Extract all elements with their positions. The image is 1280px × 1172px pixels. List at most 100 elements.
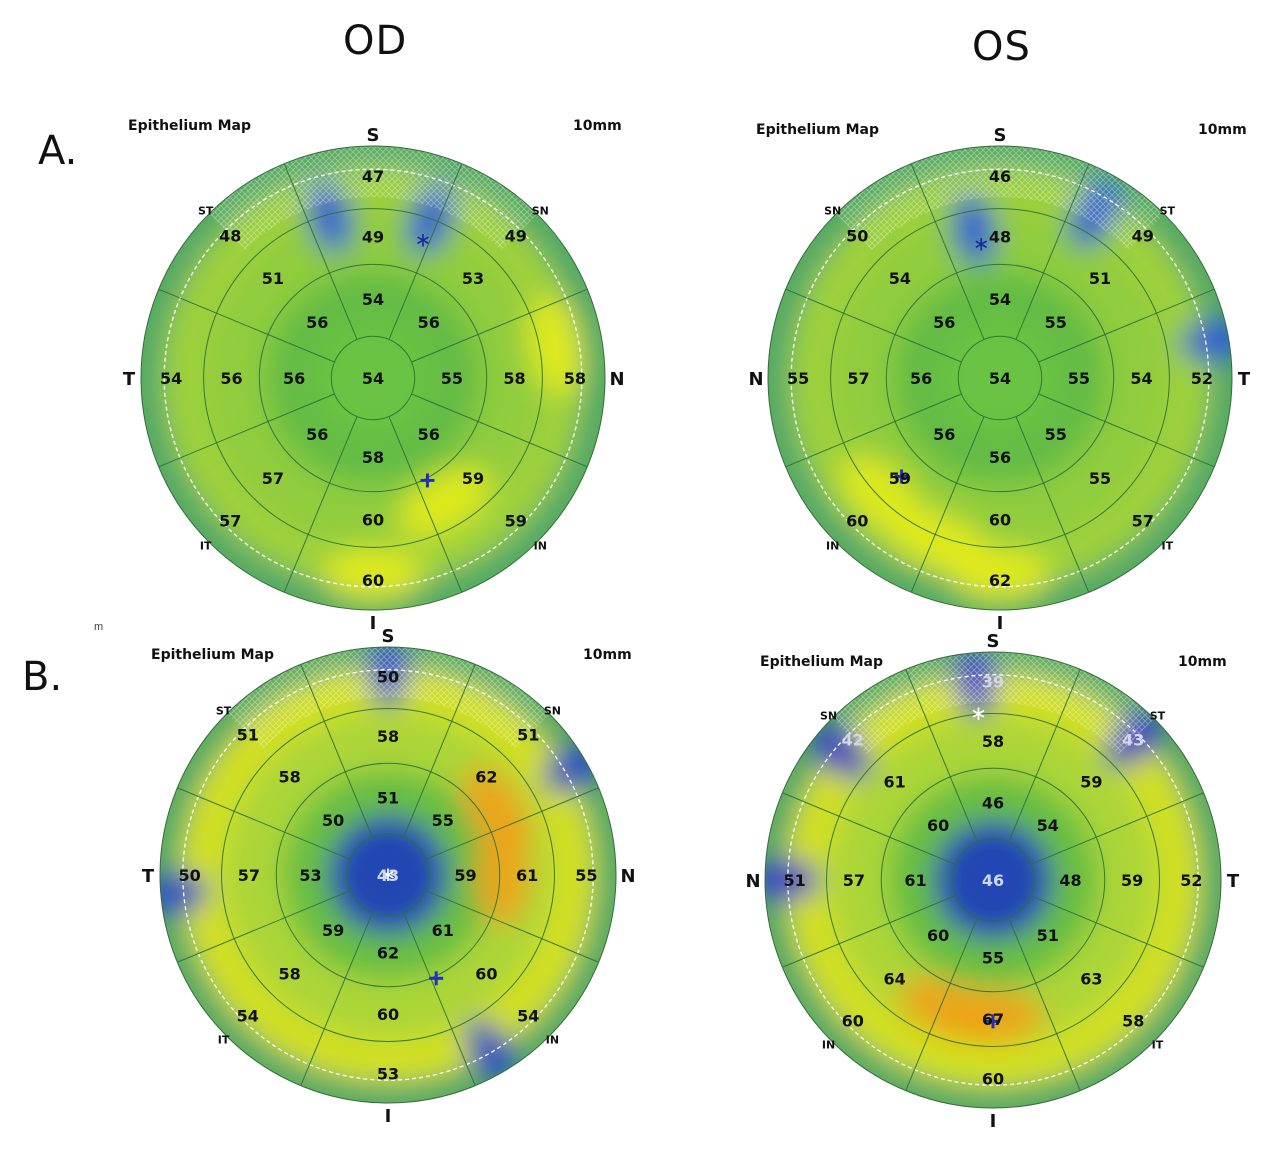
map-scale: 10mm (1178, 654, 1227, 670)
orientation-sub-label: SN (824, 205, 841, 218)
sector-value: 58 (503, 369, 525, 388)
orientation-sub-label: IT (1162, 539, 1174, 552)
epithelium-map-a-os: ∗ 54 54 55 55 55 56 56 56 56 48 51 54 55 60 59 57 54 46 49 5… (748, 120, 1255, 640)
sector-value: 55 (1045, 313, 1067, 332)
sector-value: 61 (884, 773, 906, 792)
orientation-label: T (1227, 871, 1240, 892)
sector-value: 57 (219, 512, 241, 531)
sector-value: 67 (982, 1010, 1004, 1029)
epithelium-map-b-os: ∗ 46 46 54 48 51 55 60 61 60 58 59 59 63 67 64 57 61 39 43 5… (745, 631, 1258, 1162)
sector-value: 54 (237, 1006, 259, 1025)
sector-value: 42 (842, 731, 864, 750)
max-cross-icon (986, 1014, 1000, 1029)
orientation-label: I (990, 1111, 997, 1132)
hot-zone (526, 295, 585, 397)
header-od: OD (343, 18, 408, 64)
sector-value: 61 (432, 921, 454, 940)
sector-value: 51 (1037, 926, 1059, 945)
orientation-sub-label: ST (216, 705, 232, 718)
sector-value: 46 (982, 793, 1004, 812)
min-star-icon: ∗ (973, 232, 990, 256)
sector-value: 55 (1045, 425, 1067, 444)
sector-value: 50 (377, 668, 399, 687)
sector-value: 48 (989, 227, 1011, 246)
sector-value: 60 (362, 571, 384, 590)
orientation-sub-label: ST (1160, 205, 1176, 218)
orientation-label: T (123, 369, 136, 390)
sector-value: 60 (927, 816, 949, 835)
sector-value: 56 (933, 425, 955, 444)
sector-value: 51 (784, 871, 806, 890)
map-title: Epithelium Map (128, 118, 251, 134)
orientation-sub-label: IT (200, 539, 212, 552)
sector-value: 60 (377, 1005, 399, 1024)
sector-value: 56 (989, 448, 1011, 467)
sector-value: 43 (1122, 731, 1144, 750)
sector-value: 56 (220, 369, 242, 388)
orientation-label: I (997, 613, 1004, 634)
sector-value: 64 (884, 969, 906, 988)
map-scale: 10mm (583, 647, 632, 663)
header-os: OS (972, 24, 1031, 70)
map-plot: ∗ 54 54 56 55 56 58 56 56 56 49 53 58 59 60 57 56 51 47 49 5… (123, 125, 625, 634)
sector-value: 60 (927, 926, 949, 945)
sector-value: 57 (847, 369, 869, 388)
sector-value: 54 (989, 290, 1011, 309)
orientation-label: S (382, 626, 395, 647)
epithelium-map-b-od: ∗ 43 51 55 59 61 62 59 53 50 58 62 61 60 60 58 57 58 50 51 5… (142, 626, 650, 1155)
sector-value: 59 (505, 512, 527, 531)
sector-value: 54 (362, 290, 384, 309)
sector-value: 55 (1089, 469, 1111, 488)
map-title: Epithelium Map (756, 122, 879, 138)
thin-zone (465, 1019, 517, 1086)
hot-zone (321, 547, 425, 604)
sector-value: 53 (377, 1064, 399, 1083)
sector-value: 58 (377, 727, 399, 746)
hot-zone (398, 467, 492, 538)
map-outline (159, 646, 617, 1104)
sector-value: 55 (432, 811, 454, 830)
map-outline (767, 145, 1233, 611)
orientation-label: N (745, 871, 760, 892)
hot-zone (898, 977, 995, 1040)
sector-value: 58 (362, 448, 384, 467)
sector-value: 58 (279, 768, 301, 787)
orientation-label: S (367, 125, 380, 146)
value-center: 46 (982, 871, 1004, 890)
thin-zone (1105, 708, 1165, 768)
sector-value: 51 (517, 726, 539, 745)
sector-value: 50 (322, 811, 344, 830)
hot-zone (474, 824, 530, 926)
map-outline (764, 651, 1222, 1109)
sector-value: 56 (418, 425, 440, 444)
sector-value: 51 (1089, 269, 1111, 288)
sector-value: 54 (1130, 369, 1152, 388)
sector-value: 54 (160, 369, 182, 388)
sector-value: 58 (279, 964, 301, 983)
dashed-circle (790, 168, 1210, 588)
sector-value: 62 (377, 944, 399, 963)
sector-value: 46 (989, 167, 1011, 186)
sector-value: 56 (283, 369, 305, 388)
sector-value: 48 (1059, 871, 1081, 890)
sector-value: 39 (982, 673, 1004, 692)
sector-value: 56 (910, 369, 932, 388)
sector-value: 55 (982, 949, 1004, 968)
sector-value: 60 (362, 511, 384, 530)
orientation-sub-label: SN (532, 205, 549, 218)
orientation-sub-label: IT (1152, 1038, 1164, 1051)
orientation-sub-label: ST (1150, 710, 1166, 723)
orientation-label: N (748, 369, 763, 390)
sector-value: 54 (889, 269, 911, 288)
sector-value: 55 (441, 369, 463, 388)
orientation-sub-label: IT (218, 1033, 230, 1046)
orientation-sub-label: IN (534, 539, 547, 552)
max-cross-icon (420, 473, 435, 488)
sector-value: 61 (904, 871, 926, 890)
orientation-sub-label: SN (820, 710, 837, 723)
map-plot: ∗43 51 55 59 61 62 59 53 50 58 62 61 60 60 58 57 58 50 51 5… (142, 626, 636, 1127)
row-label-a: A. (38, 128, 78, 174)
sector-value: 48 (219, 226, 241, 245)
sector-value: 51 (237, 726, 259, 745)
sector-value: 54 (1037, 816, 1059, 835)
